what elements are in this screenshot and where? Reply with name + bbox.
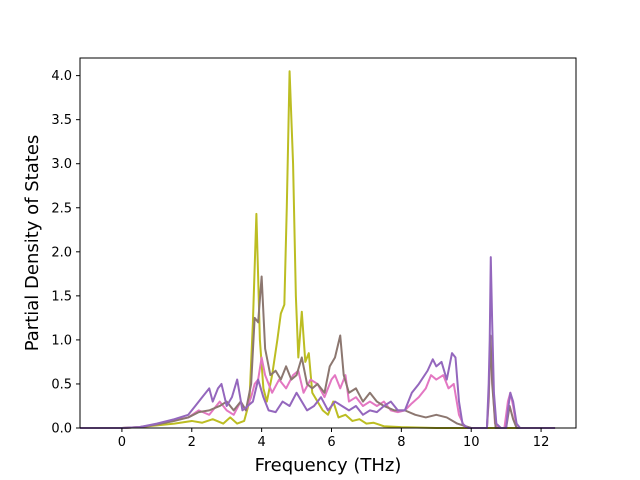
x-tick-label: 0 [118, 435, 126, 450]
y-axis-label: Partial Density of States [22, 135, 43, 352]
x-tick-label: 8 [397, 435, 405, 450]
y-tick-label: 0.5 [51, 377, 72, 392]
y-tick-label: 2.5 [51, 201, 72, 216]
x-tick-label: 10 [463, 435, 480, 450]
y-tick-label: 3.0 [51, 157, 72, 172]
y-axis-ticks: 0.0 0.5 1.0 1.5 2.0 2.5 3.0 3.5 4.0 [51, 69, 80, 437]
y-tick-label: 3.5 [51, 113, 72, 128]
y-tick-label: 1.5 [51, 289, 72, 304]
x-tick-label: 2 [188, 435, 196, 450]
series-layer [80, 70, 556, 429]
x-axis-label: Frequency (THz) [255, 455, 402, 476]
y-tick-label: 4.0 [51, 69, 72, 84]
y-tick-label: 2.0 [51, 245, 72, 260]
plot-frame [79, 57, 577, 429]
series-line-4 [80, 256, 556, 429]
y-tick-label: 1.0 [51, 333, 72, 348]
x-tick-label: 12 [533, 435, 550, 450]
y-tick-label: 0.0 [51, 422, 72, 437]
series-line-1 [80, 70, 556, 429]
x-tick-label: 4 [257, 435, 265, 450]
plot-area [79, 57, 577, 429]
x-tick-label: 6 [327, 435, 335, 450]
x-axis-ticks: 0 2 4 6 8 10 12 [118, 428, 550, 450]
